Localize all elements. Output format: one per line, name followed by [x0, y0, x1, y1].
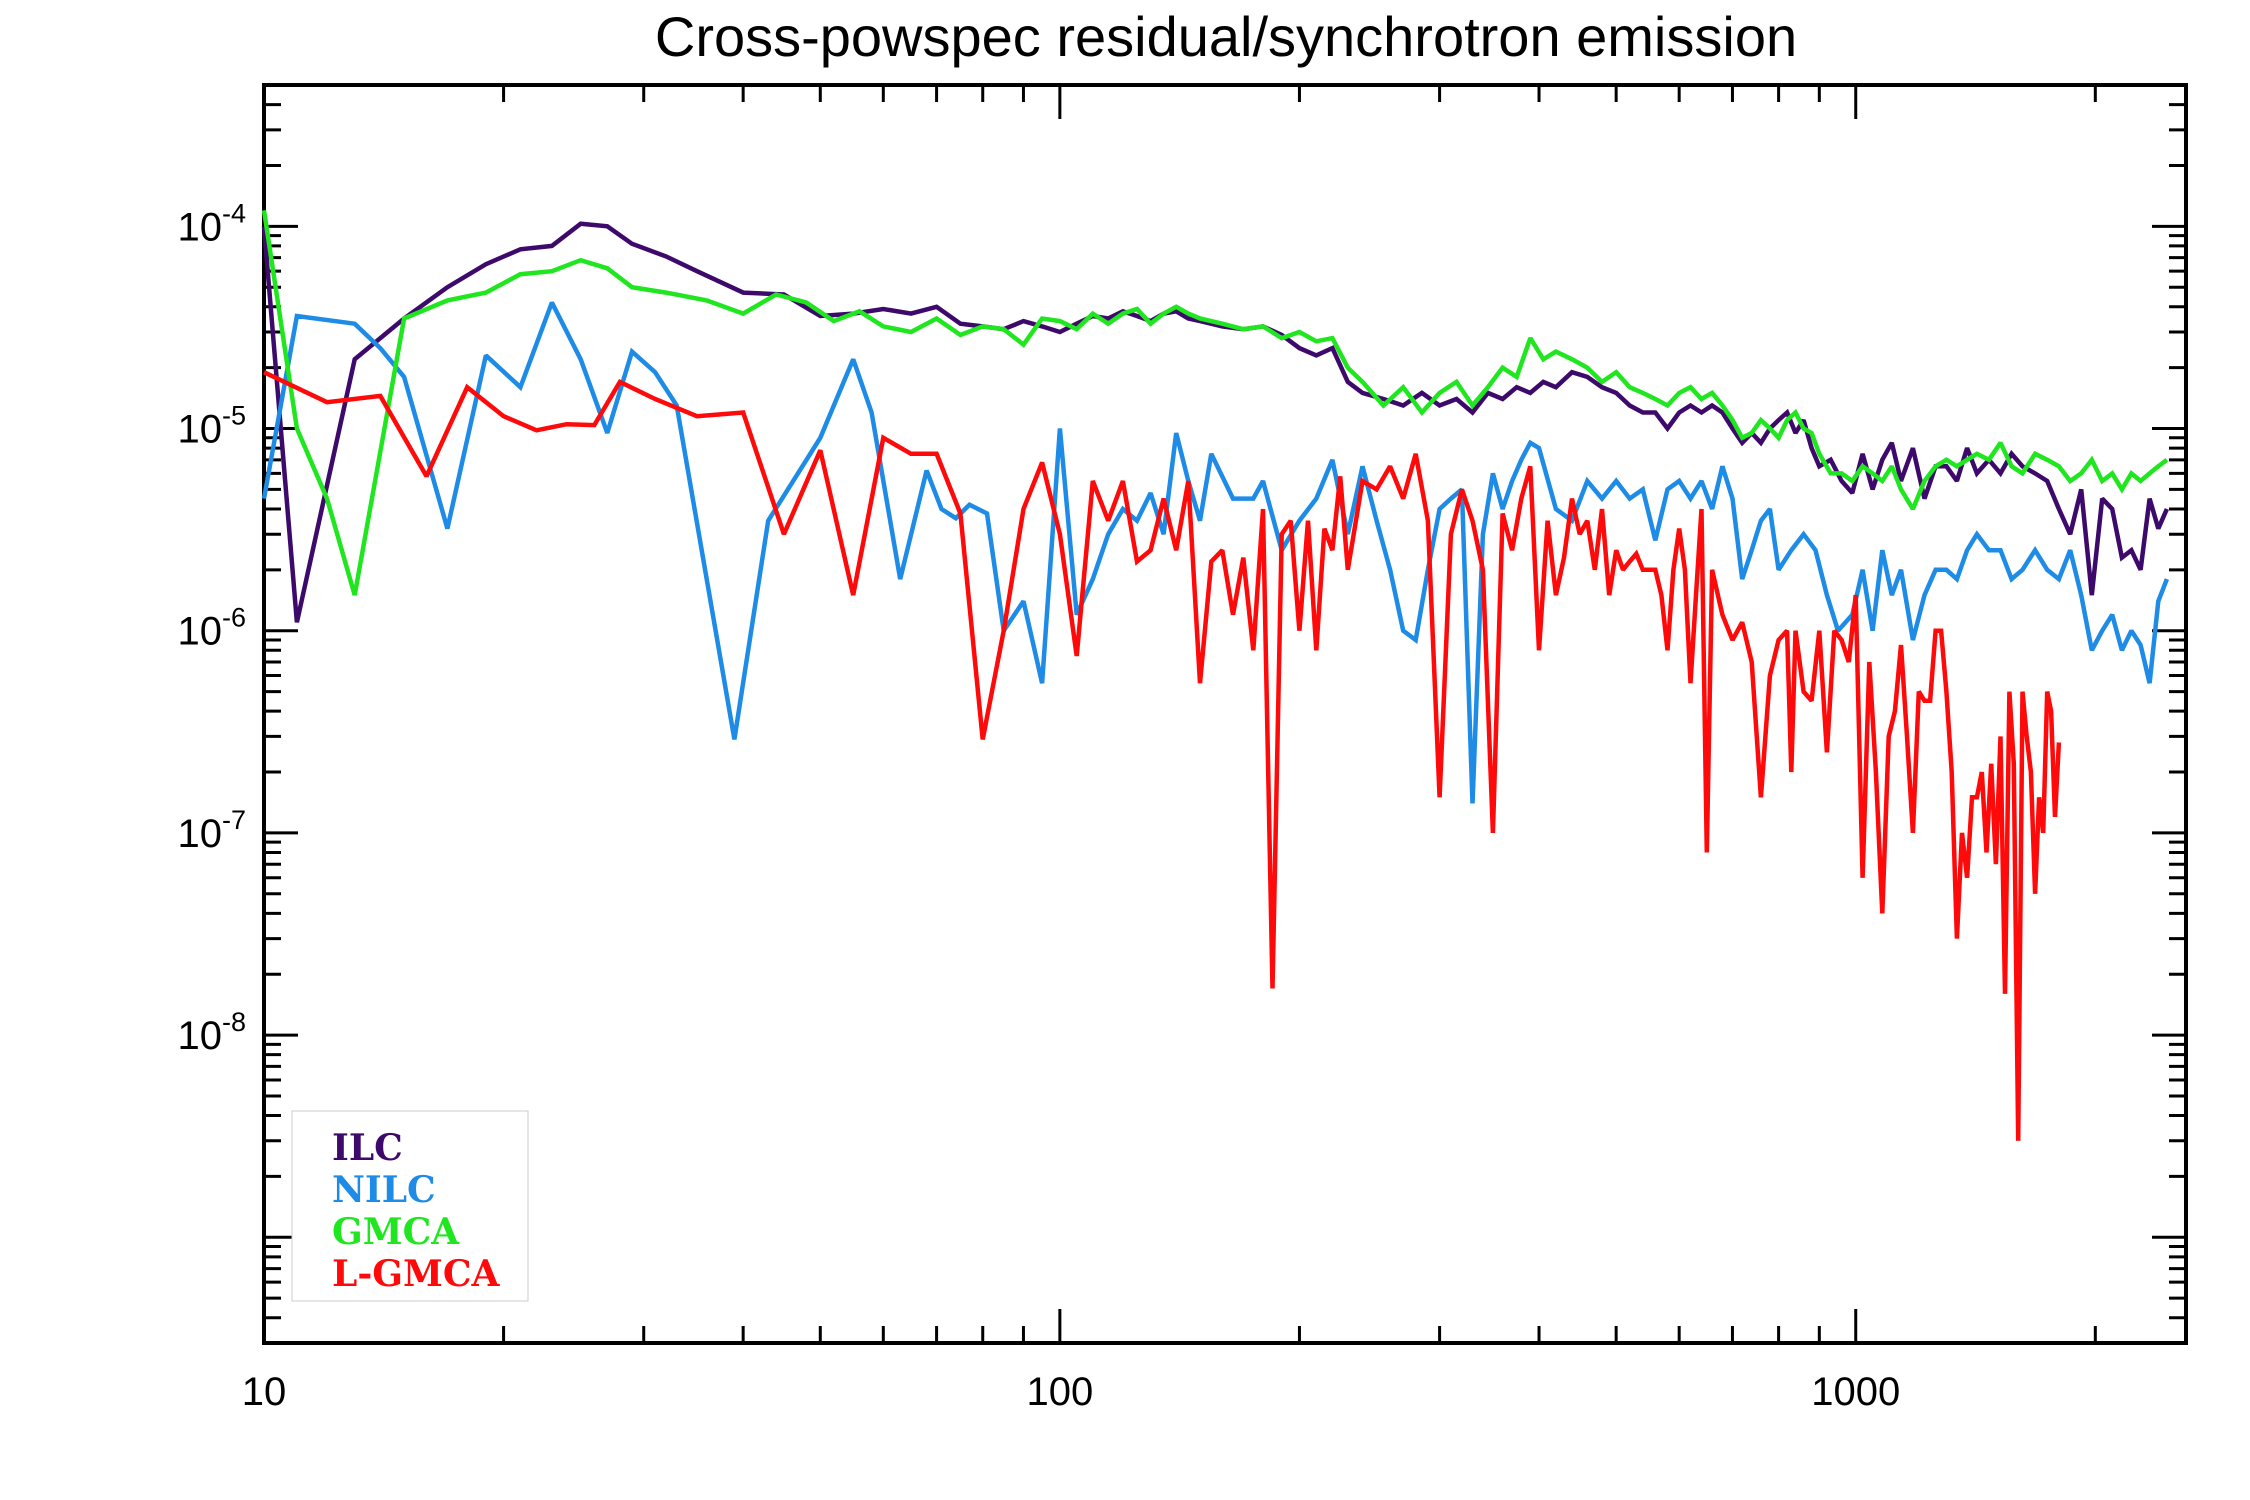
legend-entry-nilc: NILC: [332, 1169, 436, 1211]
y-tick-base: 10: [177, 408, 222, 452]
legend-box: [291, 1110, 529, 1302]
plot-frame: [262, 83, 2188, 1345]
y-tick-exponent: -7: [222, 805, 246, 835]
y-tick-base: 10: [177, 812, 222, 856]
series-line-gmca: [261, 209, 2169, 596]
x-tick-label: 1000: [1811, 1370, 1900, 1414]
y-tick-exponent: -4: [222, 198, 246, 228]
y-tick-exponent: -5: [222, 401, 246, 431]
y-tick-label: 10-4: [177, 198, 246, 249]
legend-entry-l-gmca: L-GMCA: [332, 1253, 501, 1295]
y-tick-label: 10-8: [177, 1007, 246, 1058]
series-layer: [261, 209, 2169, 1141]
axis-ticks: [262, 83, 2186, 1345]
legend-entry-ilc: ILC: [332, 1127, 403, 1169]
y-tick-base: 10: [177, 610, 222, 654]
legend-entry-gmca: GMCA: [332, 1211, 460, 1253]
y-tick-exponent: -8: [222, 1007, 246, 1037]
y-tick-label: 10-6: [177, 603, 246, 654]
y-tick-label: 10-5: [177, 401, 246, 452]
x-tick-label: 100: [1026, 1370, 1093, 1414]
y-tick-base: 10: [177, 1014, 222, 1058]
y-tick-base: 10: [177, 205, 222, 249]
series-line-l-gmca: [263, 370, 2062, 1141]
y-tick-label: 10-7: [177, 805, 246, 856]
chart-title: Cross-powspec residual/synchrotron emiss…: [655, 5, 1797, 68]
x-tick-label: 10: [242, 1370, 287, 1414]
series-line-nilc: [261, 301, 2169, 804]
y-tick-exponent: -6: [222, 603, 246, 633]
series-line-ilc: [261, 221, 2169, 623]
